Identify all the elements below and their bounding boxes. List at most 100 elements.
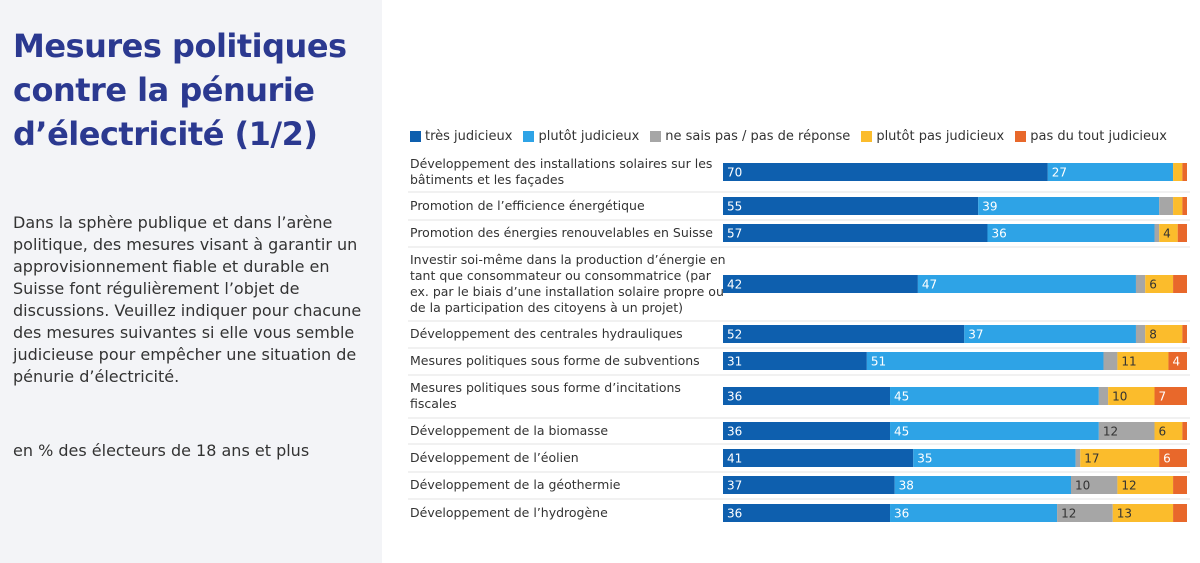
legend-swatch-1 [410,130,421,142]
category-label: Développement de l’hydrogène [410,505,608,520]
legend-label-4: plutôt pas judicieux [876,128,1005,144]
data-label: 36 [727,390,742,404]
category-label: Promotion des énergies renouvelables en … [410,225,713,240]
data-label: 47 [922,278,937,292]
data-label: 35 [917,452,932,466]
category-label-line: Développement de l’éolien [410,450,579,465]
bar-segment [1182,325,1187,343]
bar-segment [1168,352,1187,370]
data-label: 6 [1149,278,1157,292]
bar-segment [917,275,1136,293]
bar-segment [723,422,891,440]
page-title: Mesures politiques contre la pénurie d’é… [13,27,347,153]
data-label: 13 [1117,507,1132,521]
data-label: 37 [968,328,983,342]
category-label-line: Développement de la biomasse [410,423,608,438]
category-label-line: Développement des centrales hydrauliques [410,326,683,341]
data-label: 6 [1163,452,1171,466]
bar-segment [1075,449,1081,467]
data-label: 11 [1121,355,1136,369]
bar-segment [1135,275,1146,293]
legend-swatch-3 [650,130,662,142]
category-label-line: ex. par le biais d’une installation sola… [410,284,724,299]
bar-segment [723,449,914,467]
bar-segment [723,352,867,370]
category-label-line: Mesures politiques sous forme de subvent… [410,353,700,368]
data-label: 42 [727,278,742,292]
question-text: Dans la sphère publique et dans l’arène … [13,213,362,386]
bar-segment [1057,504,1113,522]
data-label: 45 [894,390,909,404]
data-label: 36 [894,507,909,521]
category-label: Développement des installations solaires… [410,156,712,187]
category-label: Développement des centrales hydrauliques [410,326,683,341]
data-label: 39 [982,200,997,214]
data-label: 36 [991,227,1006,241]
category-label: Mesures politiques sous forme d’incitati… [410,380,681,411]
bar-segment [723,197,979,215]
bar-segment [1182,422,1187,440]
bar-segment [1112,504,1174,522]
bar-segment [1047,163,1174,181]
data-label: 12 [1121,479,1136,493]
category-label-line: Mesures politiques sous forme d’incitati… [410,380,681,395]
bar-segment [1145,325,1183,343]
category-label: Développement de l’éolien [410,450,579,465]
bar-segment [1080,449,1160,467]
bar-segment [1135,325,1146,343]
category-label-line: bâtiments et les façades [410,172,564,187]
category-label-line: tant que consommateur ou consommatrice (… [410,268,712,283]
data-label: 45 [894,425,909,439]
data-label: 70 [727,166,742,180]
legend-item-5: pas du tout judicieux [1015,129,1167,144]
category-label-line: Promotion de l’efficience énergétique [410,198,645,213]
bar-segment [1182,163,1187,181]
data-label: 4 [1172,355,1180,369]
legend-label-2: plutôt judicieux [538,128,640,144]
legend-item-1: très judicieux [410,129,512,144]
bar-segment [1159,224,1178,242]
legend-label-5: pas du tout judicieux [1030,128,1167,144]
bar-segment [890,504,1058,522]
category-label-line: Développement de la géothermie [410,477,621,492]
bar-segment [1159,449,1187,467]
legend-label-1: très judicieux [425,128,513,144]
data-label: 7 [1159,390,1167,404]
bar-segment [1173,476,1187,494]
bar-segment [1154,422,1183,440]
bar-segment [964,325,1136,343]
category-label: Mesures politiques sous forme de subvent… [410,353,700,368]
data-label: 31 [727,355,742,369]
category-label-line: de la participation des citoyens à un pr… [410,300,683,315]
bar-segment [723,163,1048,181]
bar-segment [1145,275,1174,293]
bar-segment [723,504,891,522]
bar-segment [723,476,895,494]
data-label: 8 [1149,328,1157,342]
bar-segment [1159,197,1174,215]
data-label: 27 [1052,166,1067,180]
category-label: Développement de la géothermie [410,477,621,492]
legend-swatch-2 [523,130,535,142]
bar-segment [723,325,965,343]
chart-legend: très judicieux plutôt judicieux ne sais pa… [410,127,1178,145]
bar-segment [723,275,918,293]
bar-segment [1182,197,1187,215]
stacked-bar-chart: Développement des installations solaires… [408,156,1190,522]
bar-segment [894,476,1071,494]
legend-swatch-4 [861,130,873,142]
data-label: 10 [1075,479,1090,493]
data-label: 55 [727,200,742,214]
bar-segment [890,387,1099,405]
data-label: 52 [727,328,742,342]
bar-segment [987,224,1155,242]
bar-segment [723,224,988,242]
bar-segment [1177,224,1187,242]
bar-segment [866,352,1104,370]
category-label-line: Promotion des énergies renouvelables en … [410,225,713,240]
bar-segment [1098,387,1109,405]
data-label: 12 [1103,425,1118,439]
bar-segment [1117,476,1174,494]
data-label: 41 [727,452,742,466]
data-label: 36 [727,425,742,439]
